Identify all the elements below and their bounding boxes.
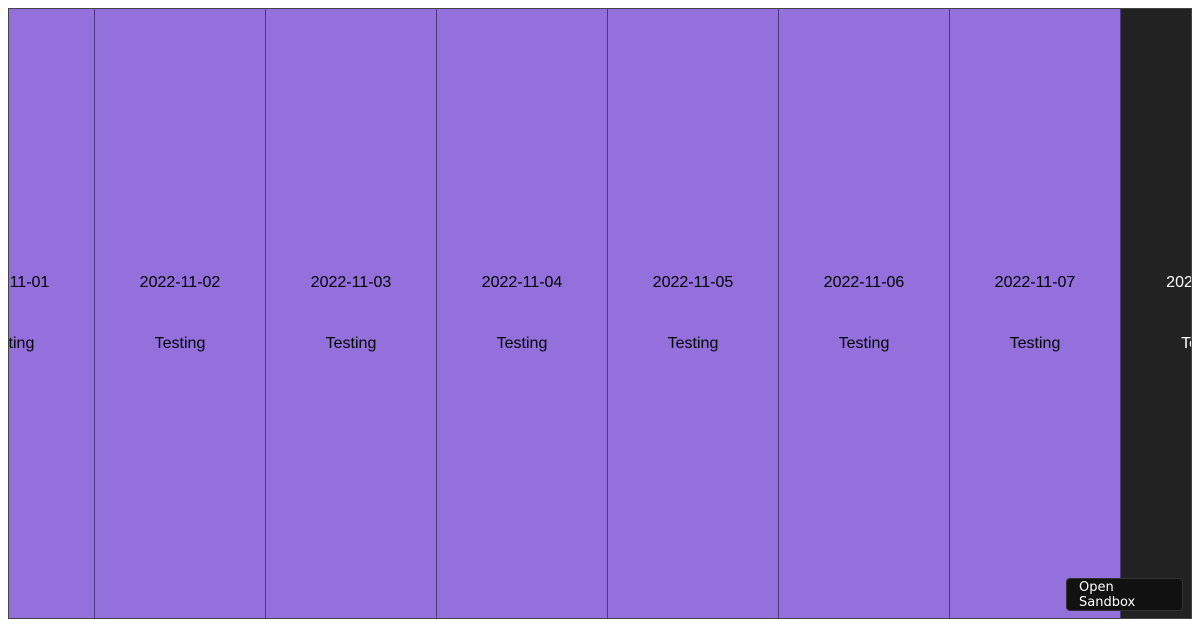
date-card: 2022-11-04 Testing: [437, 9, 608, 618]
date-card: 2022-11-01 Testing: [8, 9, 95, 618]
card-label: Testing: [154, 335, 206, 352]
date-card: 2022-11-06 Testing: [779, 9, 950, 618]
card-date: 2022-11-06: [823, 274, 905, 291]
card-label: Testing: [1181, 335, 1191, 352]
scroll-carousel[interactable]: 2022-11-01Testing2022-11-02Testing2022-1…: [8, 8, 1192, 619]
card-date: 2022-11-08: [1166, 274, 1192, 291]
card-label: Testing: [1009, 335, 1061, 352]
card-label: Testing: [325, 335, 377, 352]
date-card: 2022-11-07 Testing: [950, 9, 1121, 618]
date-card: 2022-11-05 Testing: [608, 9, 779, 618]
date-card: 2022-11-08 Testing: [1121, 9, 1192, 618]
card-date: 2022-11-01: [9, 274, 50, 291]
card-label: Testing: [838, 335, 890, 352]
card-date: 2022-11-02: [139, 274, 221, 291]
date-card: 2022-11-03 Testing: [266, 9, 437, 618]
open-sandbox-button[interactable]: Open Sandbox: [1066, 578, 1183, 611]
card-date: 2022-11-04: [481, 274, 563, 291]
card-date: 2022-11-03: [310, 274, 392, 291]
card-label: Testing: [8, 335, 35, 352]
card-date: 2022-11-07: [994, 274, 1076, 291]
card-label: Testing: [667, 335, 719, 352]
card-label: Testing: [496, 335, 548, 352]
date-card: 2022-11-02 Testing: [95, 9, 266, 618]
carousel-track: 2022-11-01Testing2022-11-02Testing2022-1…: [8, 9, 1192, 618]
card-date: 2022-11-05: [652, 274, 734, 291]
